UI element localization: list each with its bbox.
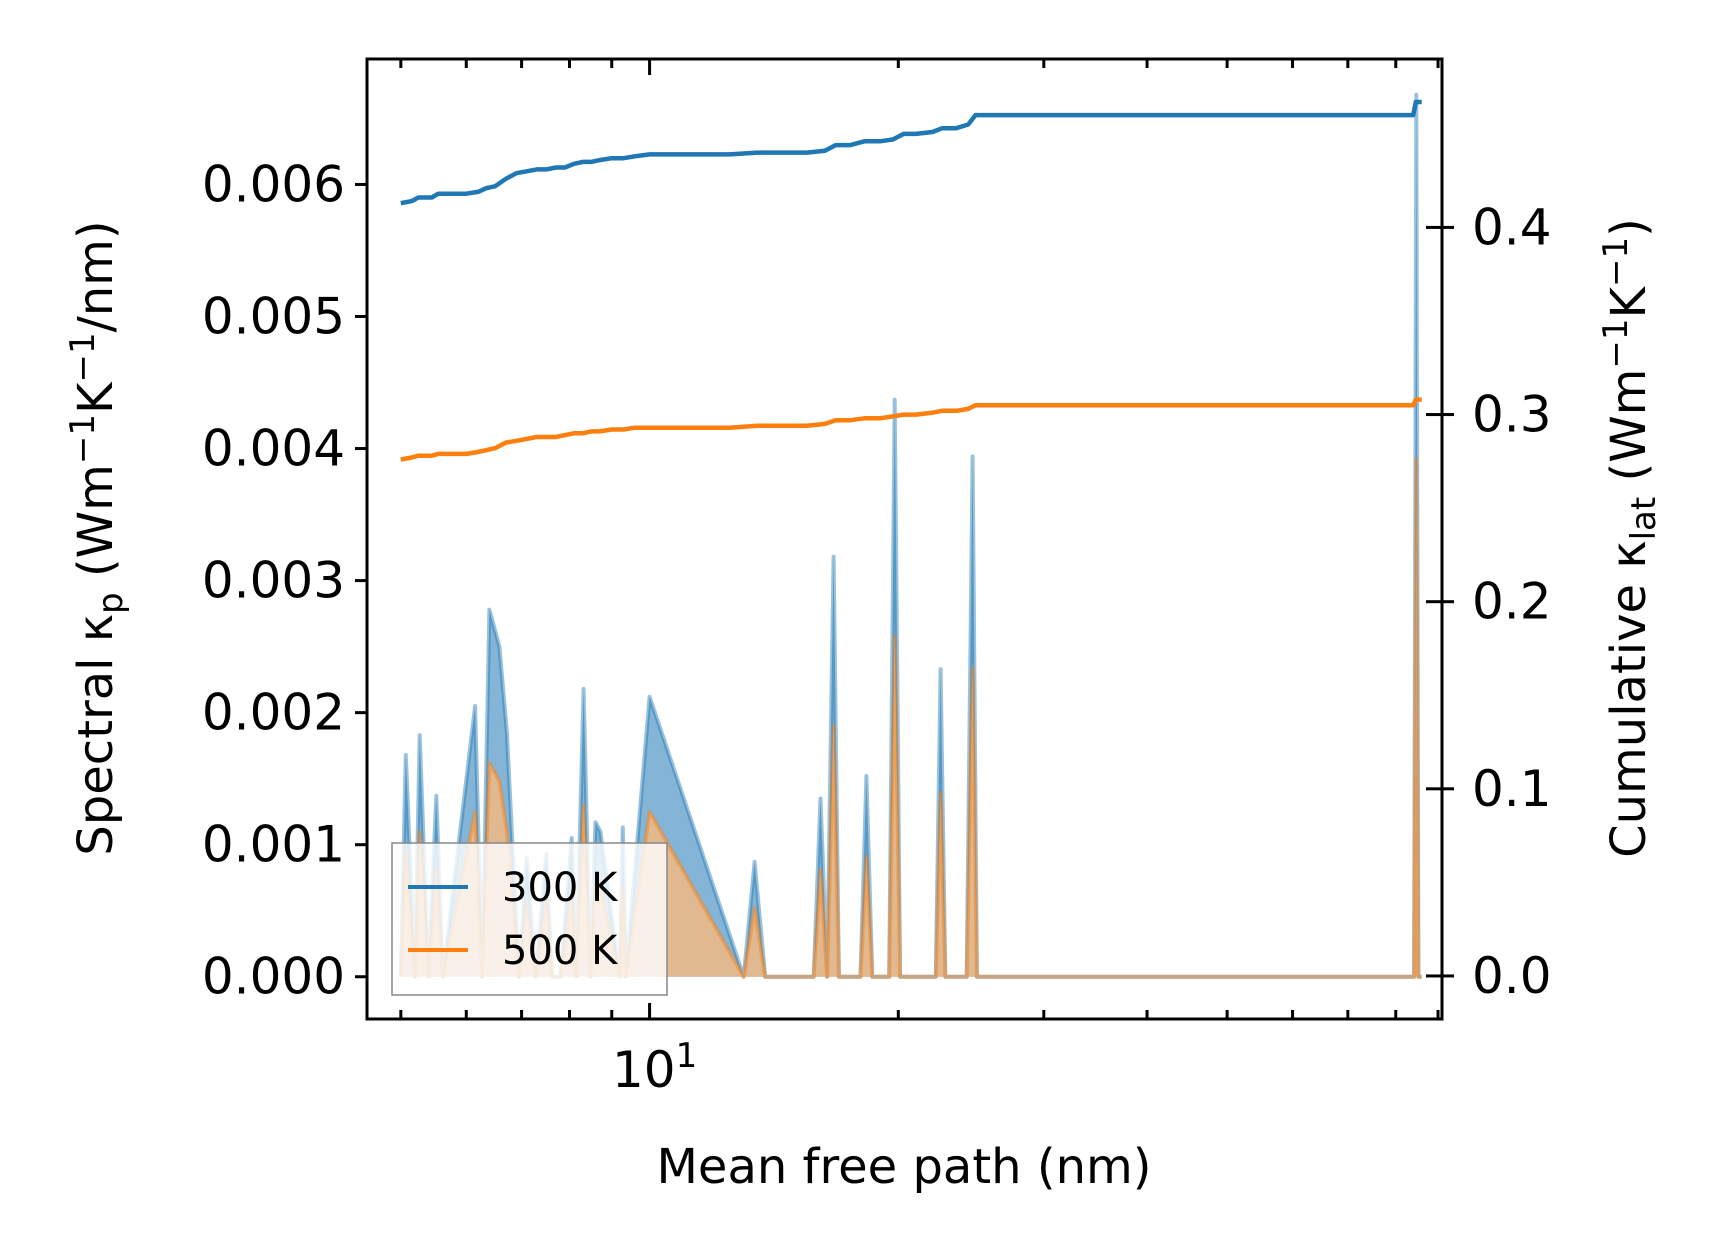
left-label-mid: K [68, 381, 124, 414]
left-label-sub: p [91, 592, 131, 614]
legend-box [391, 842, 668, 996]
left-tick-label: 0.005 [202, 287, 345, 345]
right-tick-label: 0.2 [1472, 573, 1552, 631]
spectral-area-300k [400, 94, 1422, 977]
left-tick-label: 0.006 [202, 155, 345, 213]
x-tick-base: 10 [612, 1041, 676, 1099]
left-tick-label: 0.003 [202, 552, 345, 610]
right-label-main: Cumulative κ [1601, 540, 1657, 858]
left-tick-label: 0.004 [202, 420, 345, 478]
right-label-sub: lat [1624, 497, 1664, 541]
left-tick-label: 0.000 [202, 948, 345, 1006]
x-axis-label: Mean free path (nm) [657, 1139, 1152, 1195]
left-label-sup1: −1 [63, 414, 103, 464]
cumulative-line-300k [400, 99, 1422, 206]
right-y-axis: 0.0 0.1 0.2 0.3 0.4 [1426, 198, 1552, 1005]
right-label-mid: K [1601, 285, 1657, 318]
legend-label-300k: 300 K [502, 865, 619, 911]
left-label-sup2: −1 [63, 332, 103, 382]
left-tick-label: 0.002 [202, 684, 345, 742]
left-label-rest: (Wm [68, 464, 124, 592]
right-tick-label: 0.1 [1472, 760, 1552, 818]
right-tick-label: 0.0 [1472, 947, 1552, 1005]
right-tick-label: 0.3 [1472, 386, 1552, 444]
left-label-main: Spectral κ [68, 614, 124, 856]
axes-frame [365, 57, 1444, 1021]
right-label-end: ) [1601, 218, 1657, 237]
legend: 300 K 500 K [391, 842, 668, 996]
right-label-rest: (Wm [1601, 369, 1657, 497]
x-axis: 101 [399, 59, 1440, 1099]
right-label-sup1: −1 [1596, 318, 1636, 368]
left-tick-label: 0.001 [202, 816, 345, 874]
right-label-sup2: −1 [1596, 237, 1636, 287]
right-y-axis-label: Cumulative κlat (Wm−1K−1) [1596, 218, 1664, 858]
left-label-end: /nm) [68, 220, 124, 332]
right-tick-label: 0.4 [1472, 198, 1552, 256]
x-tick-exp: 1 [676, 1036, 698, 1076]
x-tick-label: 101 [612, 1036, 697, 1099]
left-y-axis: 0.000 0.001 0.002 0.003 0.004 0.005 0.006 [202, 155, 367, 1006]
left-y-axis-label: Spectral κp (Wm−1K−1/nm) [63, 220, 131, 855]
legend-label-500k: 500 K [502, 928, 619, 974]
cumulative-line-500k [400, 397, 1422, 462]
